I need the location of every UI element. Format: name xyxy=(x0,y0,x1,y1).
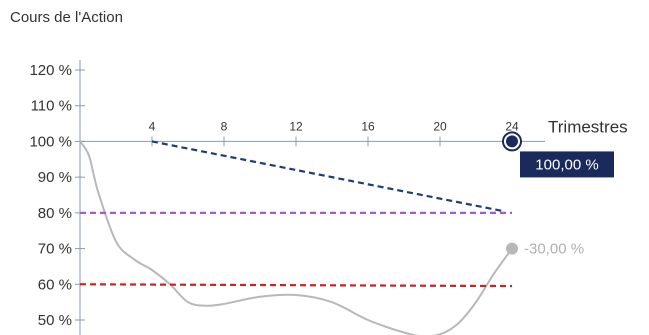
series-line-price xyxy=(79,140,513,335)
series-line-dashed-3 xyxy=(79,283,513,288)
y-tick-label: 50 % xyxy=(38,312,72,329)
x-tick-label: 12 xyxy=(289,119,303,133)
y-tick-label: 100 % xyxy=(29,133,72,150)
end-markers: 100,00 % -30,00 % xyxy=(502,131,614,258)
x-tick-label: 4 xyxy=(149,119,156,133)
y-tick-label: 70 % xyxy=(38,241,72,258)
end-label-box xyxy=(520,151,614,178)
y-tick-label: 110 % xyxy=(31,98,72,115)
end-label-value: 100,00 % xyxy=(535,156,598,173)
x-tick-label: 8 xyxy=(221,119,228,133)
x-axis-title: Trimestres xyxy=(548,117,628,136)
y-tick-label: 120 % xyxy=(29,62,72,79)
y-tick-label: 90 % xyxy=(38,169,72,186)
end-marker-dot xyxy=(506,135,518,148)
series-group xyxy=(79,140,513,335)
series-line-dashed-1 xyxy=(151,140,504,213)
end-label-value: -30,00 % xyxy=(524,241,584,258)
y-tick-label: 80 % xyxy=(38,205,72,222)
x-tick-label: 20 xyxy=(433,119,447,133)
y-tick-label: 60 % xyxy=(38,276,72,293)
chart-title: Cours de l'Action xyxy=(10,9,123,26)
x-tick-label: 24 xyxy=(505,119,519,133)
axes: 120 % 110 % 100 % 90 % 80 % 70 % 60 % 50 % 4 8 12 1… xyxy=(29,60,628,335)
end-marker-dot xyxy=(506,242,518,255)
x-tick-label: 16 xyxy=(361,119,375,133)
